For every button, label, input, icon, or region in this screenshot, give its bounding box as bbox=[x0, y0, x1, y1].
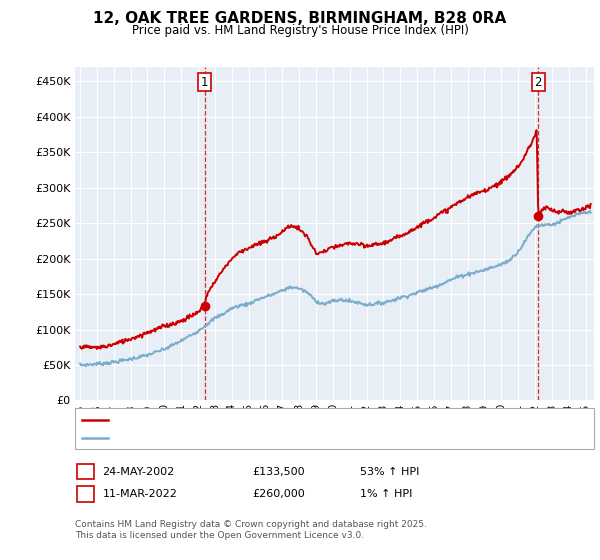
Text: 12, OAK TREE GARDENS, BIRMINGHAM, B28 0RA (semi-detached house): 12, OAK TREE GARDENS, BIRMINGHAM, B28 0R… bbox=[113, 415, 488, 424]
Text: 53% ↑ HPI: 53% ↑ HPI bbox=[360, 466, 419, 477]
Text: Contains HM Land Registry data © Crown copyright and database right 2025.
This d: Contains HM Land Registry data © Crown c… bbox=[75, 520, 427, 540]
Text: 2: 2 bbox=[535, 76, 542, 88]
Text: 1: 1 bbox=[201, 76, 208, 88]
Text: 2: 2 bbox=[82, 489, 89, 499]
Text: Price paid vs. HM Land Registry's House Price Index (HPI): Price paid vs. HM Land Registry's House … bbox=[131, 24, 469, 36]
Text: 1% ↑ HPI: 1% ↑ HPI bbox=[360, 489, 412, 499]
Text: 24-MAY-2002: 24-MAY-2002 bbox=[103, 466, 175, 477]
Text: 1: 1 bbox=[82, 466, 89, 477]
Text: £133,500: £133,500 bbox=[252, 466, 305, 477]
Text: 12, OAK TREE GARDENS, BIRMINGHAM, B28 0RA: 12, OAK TREE GARDENS, BIRMINGHAM, B28 0R… bbox=[94, 11, 506, 26]
Text: 11-MAR-2022: 11-MAR-2022 bbox=[103, 489, 178, 499]
Text: £260,000: £260,000 bbox=[252, 489, 305, 499]
Text: HPI: Average price, semi-detached house, Birmingham: HPI: Average price, semi-detached house,… bbox=[113, 433, 398, 442]
